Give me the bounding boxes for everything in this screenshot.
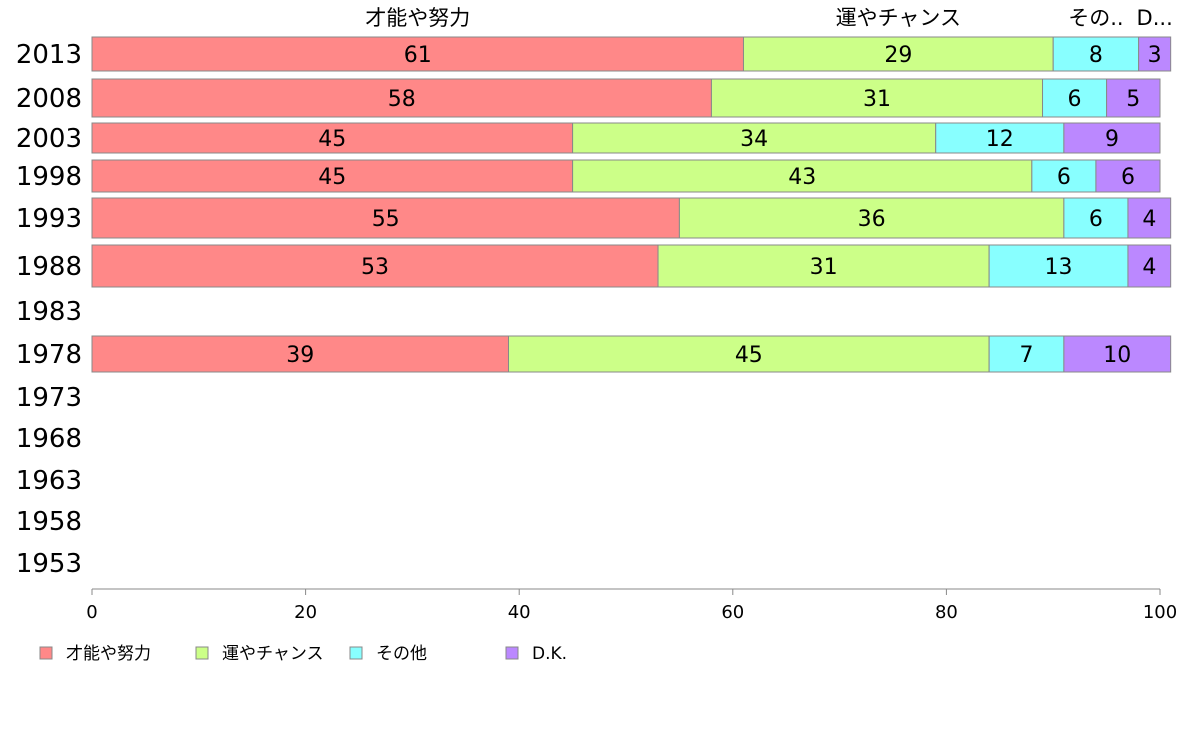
legend-swatch-3 bbox=[505, 646, 519, 660]
bar-value-label-1998-3: 6 bbox=[1121, 165, 1135, 190]
column-headers: 才能や努力 運やチャンス その.. D... bbox=[365, 6, 1173, 30]
bar-segment-2013-3 bbox=[1138, 36, 1172, 72]
x-axis: 0 20 40 60 80 100 bbox=[86, 588, 1177, 623]
bar-segment-1988-3 bbox=[1127, 244, 1172, 288]
bar-value-label-2003-2: 12 bbox=[986, 127, 1014, 152]
legend-label-3: D.K. bbox=[532, 644, 567, 664]
x-tick-label-20: 20 bbox=[294, 602, 317, 623]
bar-segment-1998-0 bbox=[91, 159, 574, 193]
bar-value-label-2013-0: 61 bbox=[404, 43, 432, 68]
bar-value-label-2013-2: 8 bbox=[1089, 43, 1103, 68]
bar-segment-2008-0 bbox=[91, 78, 712, 118]
bar-segment-1988-1 bbox=[657, 244, 990, 288]
x-tick-label-0: 0 bbox=[86, 602, 97, 623]
bar-value-label-1998-2: 6 bbox=[1057, 165, 1071, 190]
bar-value-label-2008-3: 5 bbox=[1126, 87, 1140, 112]
bar-segment-1998-1 bbox=[572, 159, 1033, 193]
legend-label-2: その他 bbox=[376, 644, 427, 664]
legend-label-0: 才能や努力 bbox=[66, 644, 151, 664]
bar-segment-1993-0 bbox=[91, 197, 680, 239]
bar-value-label-1978-3: 10 bbox=[1103, 343, 1131, 368]
bar-value-label-2003-3: 9 bbox=[1105, 127, 1119, 152]
bar-segment-2003-3 bbox=[1063, 122, 1161, 154]
bar-value-label-1993-3: 4 bbox=[1142, 207, 1156, 232]
bar-segment-1993-1 bbox=[678, 197, 1065, 239]
bar-value-label-2008-2: 6 bbox=[1068, 87, 1082, 112]
bar-segment-2008-2 bbox=[1042, 78, 1108, 118]
column-header-2: その.. bbox=[1068, 6, 1123, 30]
bar-segment-2003-0 bbox=[91, 122, 574, 154]
bar-value-label-1988-0: 53 bbox=[361, 255, 389, 280]
year-label-1978: 1978 bbox=[16, 340, 82, 370]
bar-value-label-1978-0: 39 bbox=[286, 343, 314, 368]
year-label-1958: 1958 bbox=[16, 507, 82, 537]
year-label-2003: 2003 bbox=[16, 124, 82, 154]
legend-swatch-0 bbox=[39, 646, 53, 660]
year-label-1998: 1998 bbox=[16, 162, 82, 192]
bar-value-label-2013-3: 3 bbox=[1148, 43, 1162, 68]
bar-segment-1988-2 bbox=[988, 244, 1129, 288]
year-labels: 2013 2008 2003 1998 1993 1988 1983 1978 1973 1968… bbox=[16, 40, 82, 579]
legend: 才能や努力 運やチャンス その他 D.K. bbox=[39, 644, 567, 664]
column-header-0: 才能や努力 bbox=[365, 6, 470, 30]
bar-value-label-2008-0: 58 bbox=[388, 87, 416, 112]
year-label-1963: 1963 bbox=[16, 466, 82, 496]
bar-segment-2013-0 bbox=[91, 36, 744, 72]
column-header-1: 運やチャンス bbox=[836, 6, 961, 30]
bar-value-label-2003-1: 34 bbox=[740, 127, 768, 152]
bar-value-label-2008-1: 31 bbox=[863, 87, 891, 112]
year-label-1953: 1953 bbox=[16, 549, 82, 579]
bar-segment-1993-2 bbox=[1063, 197, 1129, 239]
year-label-1988: 1988 bbox=[16, 252, 82, 282]
bar-value-label-1988-3: 4 bbox=[1142, 255, 1156, 280]
year-label-2013: 2013 bbox=[16, 40, 82, 70]
bar-value-label-1978-2: 7 bbox=[1020, 343, 1034, 368]
bar-segment-2013-2 bbox=[1052, 36, 1140, 72]
bar-value-label-1998-1: 43 bbox=[788, 165, 816, 190]
bar-value-label-1998-0: 45 bbox=[318, 165, 346, 190]
legend-label-1: 運やチャンス bbox=[222, 644, 324, 664]
year-label-1968: 1968 bbox=[16, 424, 82, 454]
legend-swatch-2 bbox=[349, 646, 363, 660]
bar-segment-2003-1 bbox=[572, 122, 937, 154]
column-header-3: D... bbox=[1137, 6, 1173, 30]
bar-value-label-2013-1: 29 bbox=[884, 43, 912, 68]
bar-value-label-1993-2: 6 bbox=[1089, 207, 1103, 232]
bar-segment-1998-3 bbox=[1095, 159, 1161, 193]
bar-value-label-1993-1: 36 bbox=[858, 207, 886, 232]
bar-value-label-1993-0: 55 bbox=[372, 207, 400, 232]
bar-segment-1978-3 bbox=[1063, 335, 1172, 373]
bar-value-label-2003-0: 45 bbox=[318, 127, 346, 152]
x-tick-label-100: 100 bbox=[1143, 602, 1177, 623]
year-label-1993: 1993 bbox=[16, 204, 82, 234]
bar-segment-1978-2 bbox=[988, 335, 1065, 373]
x-tick-label-80: 80 bbox=[935, 602, 958, 623]
bar-segment-2008-1 bbox=[710, 78, 1044, 118]
bar-value-label-1988-1: 31 bbox=[810, 255, 838, 280]
bar-segment-1978-0 bbox=[91, 335, 510, 373]
bar-segment-1988-0 bbox=[91, 244, 659, 288]
year-label-2008: 2008 bbox=[16, 84, 82, 114]
legend-swatch-1 bbox=[195, 646, 209, 660]
bars-layer: 61 29 8 358 31 6 545 34 12 945 43 6 655 36 6 453 31 13 439… bbox=[91, 36, 1172, 373]
bar-segment-1993-3 bbox=[1127, 197, 1172, 239]
bar-segment-2013-1 bbox=[742, 36, 1054, 72]
year-label-1973: 1973 bbox=[16, 383, 82, 413]
bar-value-label-1978-1: 45 bbox=[735, 343, 763, 368]
bar-segment-2008-3 bbox=[1106, 78, 1161, 118]
bar-value-label-1988-2: 13 bbox=[1045, 255, 1073, 280]
x-tick-label-60: 60 bbox=[721, 602, 744, 623]
year-label-1983: 1983 bbox=[16, 297, 82, 327]
x-tick-label-40: 40 bbox=[508, 602, 531, 623]
